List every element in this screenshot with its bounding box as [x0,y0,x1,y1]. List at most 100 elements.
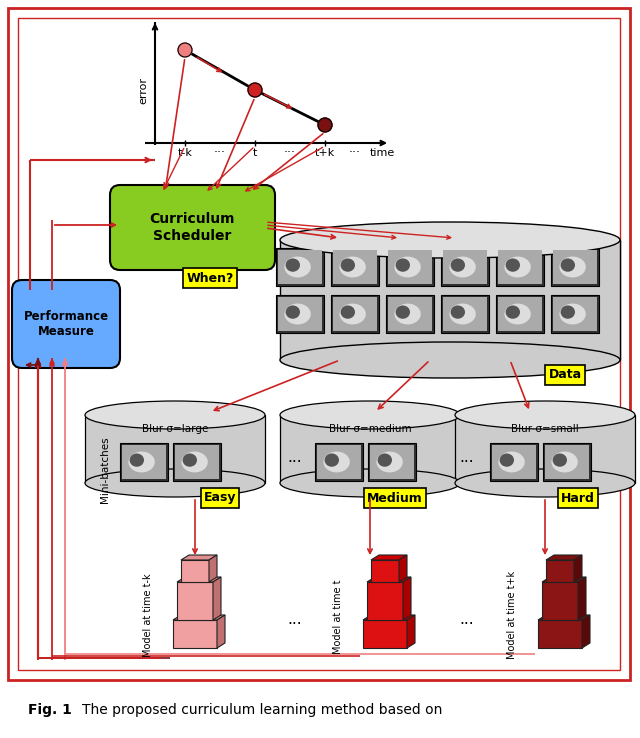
Ellipse shape [396,258,410,272]
Ellipse shape [280,222,620,258]
Ellipse shape [85,469,265,497]
Text: error: error [138,77,148,103]
Text: Blur σ=medium: Blur σ=medium [329,424,412,434]
Bar [280,415,460,483]
Bar [496,295,544,333]
Polygon shape [371,560,399,582]
Polygon shape [546,560,574,582]
Polygon shape [371,555,407,560]
Ellipse shape [280,342,620,378]
Text: Model at time t+k: Model at time t+k [507,571,517,659]
Text: Data: Data [548,368,582,382]
Bar [444,250,486,284]
Polygon shape [181,560,209,582]
Text: ···: ··· [214,147,226,159]
Text: ...: ... [460,450,474,466]
Ellipse shape [451,306,465,319]
Polygon shape [217,615,225,648]
Ellipse shape [449,257,476,277]
Text: t: t [253,148,257,158]
Polygon shape [173,615,225,620]
Bar [175,445,219,479]
Text: ...: ... [460,613,474,627]
Ellipse shape [280,469,460,497]
Text: Curriculum
Scheduler: Curriculum Scheduler [150,213,236,243]
Ellipse shape [506,306,520,319]
Ellipse shape [506,258,520,272]
Text: Model at time t-k: Model at time t-k [143,573,153,657]
Polygon shape [538,615,590,620]
Polygon shape [367,582,403,620]
Text: t+k: t+k [315,148,335,158]
FancyBboxPatch shape [12,280,120,368]
Bar [317,445,360,479]
Bar [333,250,376,284]
Ellipse shape [504,257,531,277]
Ellipse shape [451,258,465,272]
Polygon shape [177,582,213,620]
Ellipse shape [449,303,476,325]
Ellipse shape [280,401,460,429]
Ellipse shape [396,306,410,319]
Polygon shape [542,577,586,582]
Text: Medium: Medium [367,492,423,505]
Text: ···: ··· [349,147,361,159]
Ellipse shape [130,453,144,466]
Text: The proposed curriculum learning method based on: The proposed curriculum learning method … [82,703,442,717]
Polygon shape [403,577,411,620]
Ellipse shape [284,303,311,325]
Polygon shape [177,577,221,582]
Polygon shape [578,577,586,620]
Ellipse shape [340,258,355,272]
Bar [545,445,589,479]
Bar [85,415,265,483]
Bar [368,443,416,481]
Bar [278,297,321,331]
Ellipse shape [561,306,575,319]
Ellipse shape [376,452,403,472]
Ellipse shape [378,453,392,466]
Ellipse shape [559,257,586,277]
Text: Model at time t: Model at time t [333,580,343,655]
Ellipse shape [285,258,300,272]
Polygon shape [399,555,407,582]
Polygon shape [209,555,217,582]
Text: ...: ... [288,450,302,466]
Polygon shape [173,620,217,648]
Bar [455,415,635,483]
Bar [551,248,599,286]
Text: Easy: Easy [204,492,236,505]
Text: Mini-batches: Mini-batches [100,437,110,503]
Text: When?: When? [186,272,234,285]
Text: t-k: t-k [177,148,193,158]
Bar [444,297,486,331]
Bar [554,297,596,331]
Ellipse shape [394,303,421,325]
Bar [388,250,431,284]
Polygon shape [363,615,415,620]
Ellipse shape [129,452,155,472]
Ellipse shape [182,453,197,466]
Polygon shape [574,555,582,582]
Bar [331,295,379,333]
Bar [386,248,434,286]
Bar [276,295,324,333]
Polygon shape [538,620,582,648]
Ellipse shape [559,303,586,325]
Polygon shape [181,555,217,560]
Bar [551,295,599,333]
Polygon shape [213,577,221,620]
Polygon shape [367,577,411,582]
Bar [333,297,376,331]
Polygon shape [582,615,590,648]
Bar [499,250,541,284]
Ellipse shape [561,258,575,272]
Bar [499,297,541,331]
Ellipse shape [181,452,208,472]
Bar [315,443,363,481]
Ellipse shape [323,452,350,472]
Circle shape [318,118,332,132]
Text: ···: ··· [284,147,296,159]
Ellipse shape [339,303,366,325]
Text: time: time [369,148,395,158]
